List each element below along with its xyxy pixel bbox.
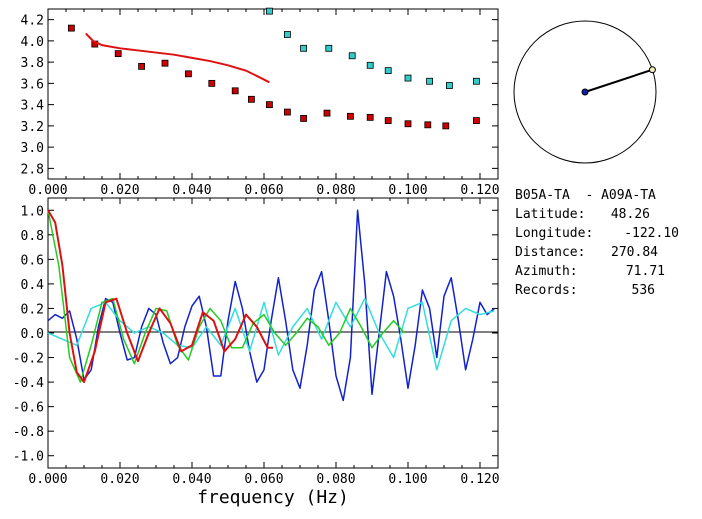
top-series-line: [85, 32, 270, 84]
top-data-marker: [114, 50, 122, 58]
top-y-tick-label: 3.8: [21, 56, 44, 71]
bottom-chart: 0.000 0.020 0.040 0.060 0.080 0.100 0.120 1.0 0.…: [13, 197, 500, 508]
bottom-y-tick-label: -0.2: [13, 352, 44, 367]
top-data-marker: [366, 61, 374, 69]
top-data-marker: [138, 62, 146, 70]
records-value: 536: [632, 283, 655, 298]
top-data-marker: [161, 59, 169, 67]
top-data-marker: [384, 117, 392, 124]
top-data-marker: [445, 82, 453, 89]
remote-station-dot: [648, 66, 656, 74]
top-data-marker: [348, 52, 356, 60]
bottom-y-tick-label: -0.8: [13, 425, 44, 440]
top-data-marker: [231, 87, 239, 95]
bottom-x-tick-label: 0.080: [316, 472, 355, 487]
map-circle: [513, 20, 657, 164]
center-station-dot: [581, 88, 589, 96]
top-y-tick-label: 3.0: [21, 141, 44, 156]
top-data-marker: [300, 44, 308, 52]
top-y-tick-label: 3.6: [21, 77, 44, 92]
top-data-marker: [404, 74, 412, 82]
top-data-marker: [283, 31, 291, 38]
top-data-marker: [247, 95, 255, 103]
top-chart-data: [68, 7, 480, 130]
bottom-y-tick-label: -0.4: [13, 376, 44, 391]
top-data-marker: [442, 122, 450, 130]
top-data-marker: [265, 101, 273, 109]
top-data-marker: [424, 121, 432, 129]
azimuth-value: 71.71: [626, 264, 665, 279]
top-x-tick-label: 0.060: [244, 183, 283, 198]
top-y-tick-label: 3.4: [21, 99, 45, 114]
bottom-x-tick-label: 0.100: [388, 472, 427, 487]
bottom-y-tick-label: 0.2: [21, 302, 44, 317]
bottom-x-tick-label: 0.120: [460, 472, 499, 487]
bottom-y-tick-label: -1.0: [13, 450, 44, 465]
top-data-marker: [384, 67, 392, 75]
bottom-y-tick-label: 0.8: [21, 229, 44, 244]
bottom-chart-data: [47, 209, 495, 402]
top-y-tick-label: 4.0: [21, 35, 44, 50]
bottom-x-tick-label: 0.060: [244, 472, 283, 487]
top-data-marker: [472, 117, 480, 124]
bottom-y-tick-label: 0.0: [21, 327, 44, 342]
azimuth-map: [513, 20, 657, 164]
top-data-marker: [472, 77, 480, 85]
top-x-tick-label: 0.000: [28, 183, 67, 198]
azimuth-line: [584, 68, 653, 93]
top-x-tick-label: 0.040: [172, 183, 211, 198]
bottom-series-line: [47, 210, 405, 383]
top-data-marker: [68, 24, 75, 32]
longitude-value: -122.10: [624, 226, 679, 241]
bottom-y-tick-label: 0.6: [21, 253, 44, 268]
top-data-marker: [323, 109, 331, 117]
bottom-x-tick-label: 0.000: [28, 472, 67, 487]
station-info: B05A-TA - A09A-TA Latitude: 48.26 Longit…: [515, 188, 679, 298]
bottom-chart-axes: 0.000 0.020 0.040 0.060 0.080 0.100 0.120 1.0 0.…: [13, 198, 500, 487]
top-chart-frame: [47, 8, 499, 180]
bottom-series-line: [47, 209, 495, 402]
bottom-y-tick-label: 1.0: [21, 204, 44, 219]
top-data-marker: [208, 79, 216, 87]
longitude-label: Longitude:: [515, 226, 593, 241]
top-data-marker: [346, 112, 354, 120]
top-y-tick-label: 3.2: [21, 120, 44, 135]
bottom-y-tick-label: -0.6: [13, 401, 44, 416]
top-x-tick-label: 0.120: [460, 183, 499, 198]
top-x-tick-label: 0.080: [316, 183, 355, 198]
x-axis-label: frequency (Hz): [197, 487, 349, 508]
records-label: Records:: [515, 283, 578, 298]
bottom-series-line: [47, 209, 273, 384]
top-data-marker: [366, 113, 374, 121]
station-pair-title: B05A-TA - A09A-TA: [515, 188, 656, 203]
bottom-x-tick-label: 0.040: [172, 472, 211, 487]
latitude-label: Latitude:: [515, 207, 585, 222]
top-data-marker: [283, 108, 291, 116]
distance-label: Distance:: [515, 245, 585, 260]
top-y-tick-label: 4.2: [21, 14, 44, 29]
top-data-marker: [265, 7, 273, 15]
bottom-y-tick-label: 0.4: [21, 278, 45, 293]
top-data-marker: [426, 77, 434, 85]
top-chart: 0.000 0.020 0.040 0.060 0.080 0.100 0.120 2.8 3.…: [21, 7, 500, 198]
top-x-tick-label: 0.020: [100, 183, 139, 198]
bottom-x-tick-label: 0.020: [100, 472, 139, 487]
top-chart-axes: 0.000 0.020 0.040 0.060 0.080 0.100 0.120 2.8 3.…: [21, 9, 500, 198]
top-data-marker: [184, 70, 192, 78]
top-data-marker: [404, 120, 412, 128]
latitude-value: 48.26: [611, 207, 650, 222]
bottom-series-line: [47, 297, 495, 371]
top-x-tick-label: 0.100: [388, 183, 427, 198]
top-data-marker: [325, 44, 333, 52]
azimuth-label: Azimuth:: [515, 264, 578, 279]
distance-value: 270.84: [611, 245, 658, 260]
top-data-marker: [300, 115, 308, 122]
top-y-tick-label: 2.8: [21, 162, 44, 177]
